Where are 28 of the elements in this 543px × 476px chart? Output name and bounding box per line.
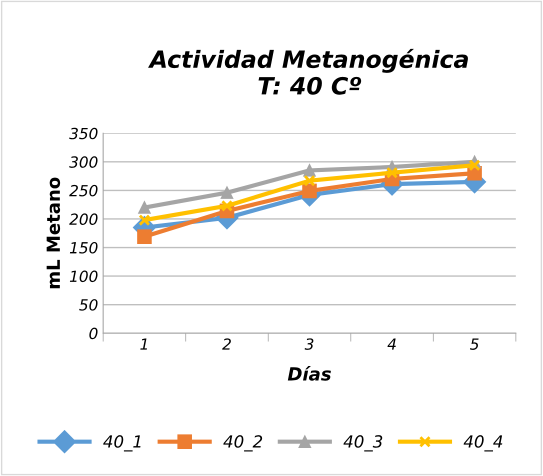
x-axis-title: Días: [288, 366, 331, 381]
legend-label: 40_4: [464, 435, 502, 452]
y-tick-label: 250: [69, 184, 98, 196]
y-axis-title: mL Metano: [46, 178, 60, 288]
y-tick-label: 200: [69, 213, 98, 225]
point: [468, 159, 480, 172]
legend-label: 40_3: [343, 435, 382, 452]
y-tick-label: 50: [79, 299, 98, 311]
x-tick-label: 2: [222, 338, 231, 350]
x-tick-label: 3: [304, 338, 314, 350]
y-tick-label: 150: [70, 242, 98, 254]
x-tick-label: 1: [140, 338, 147, 350]
point: [304, 174, 316, 187]
y-tick-label: 0: [89, 328, 98, 340]
point: [386, 166, 398, 179]
y-tick-label: 300: [69, 156, 98, 168]
point: [137, 229, 152, 244]
x-tick-label: 4: [387, 338, 396, 350]
point: [138, 201, 151, 214]
point: [303, 164, 316, 177]
x-tick-label: 5: [470, 338, 479, 350]
y-tick-label: 100: [70, 270, 98, 282]
point: [221, 200, 233, 212]
legend-label: 40_1: [103, 435, 140, 452]
chart-title: Actividad Metanogénica T: 40 Cº: [148, 48, 468, 95]
point: [220, 186, 234, 199]
legend-label: 40_2: [223, 435, 262, 452]
y-tick-label: 350: [69, 128, 98, 140]
